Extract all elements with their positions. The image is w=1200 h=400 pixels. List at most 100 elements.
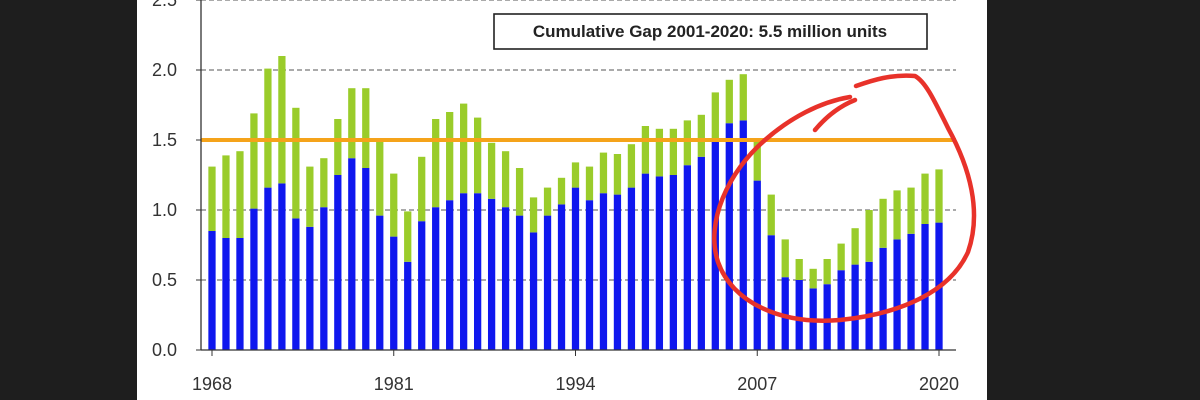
bar-blue-1998: [627, 187, 636, 350]
x-tick-label: 1968: [192, 374, 232, 394]
bar-blue-1969: [222, 238, 230, 350]
bar-green-1983: [418, 156, 426, 222]
bar-green-1977: [334, 119, 342, 175]
bar-blue-1996: [599, 193, 608, 350]
y-tick-label: 1.5: [152, 130, 177, 150]
bar-blue-2005: [725, 123, 733, 350]
bar-green-2019: [921, 173, 929, 224]
axes: [200, 0, 956, 351]
bar-blue-1981: [390, 236, 398, 350]
x-tick-labels: 1968 1981 1994 2007 2020: [192, 350, 959, 394]
y-tick-label: 0.5: [152, 270, 177, 290]
annotation-box: Cumulative Gap 2001-2020: 5.5 million un…: [493, 13, 928, 50]
bar-blue-2012: [823, 284, 831, 350]
bar-green-2008: [767, 194, 775, 236]
bar-blue-1968: [208, 231, 216, 350]
bar-green-2018: [907, 187, 915, 234]
bar-blue-1971: [250, 208, 258, 350]
bar-blue-2014: [851, 264, 859, 350]
bar-green-2014: [851, 228, 859, 265]
bar-blue-2002: [683, 165, 691, 350]
bar-green-2010: [795, 259, 803, 280]
bar-green-2015: [865, 210, 873, 262]
bar-green-1971: [250, 113, 258, 209]
bar-green-2012: [823, 259, 831, 285]
bar-green-1992: [543, 187, 552, 216]
y-tick-labels: 0.0 0.5 1.0 1.5 2.0 2.5: [152, 0, 201, 360]
bar-blue-2016: [879, 247, 887, 350]
bar-green-2020: [935, 169, 943, 223]
bar-green-1988: [487, 142, 496, 199]
bar-green-1978: [348, 88, 356, 159]
annotation-frame: [493, 13, 928, 50]
bar-blue-1982: [404, 261, 412, 350]
bar-green-1982: [404, 211, 412, 262]
bar-blue-1970: [236, 238, 244, 350]
bar-green-1998: [627, 144, 636, 188]
bar-blue-1988: [487, 198, 496, 350]
bar-green-1999: [641, 126, 650, 174]
y-tick-label: 2.5: [152, 0, 177, 10]
bar-blue-1991: [529, 232, 538, 350]
bar-blue-2017: [893, 239, 901, 350]
bar-green-1976: [320, 158, 328, 208]
bar-green-1986: [460, 103, 468, 194]
bar-green-1997: [613, 154, 622, 195]
bar-blue-1985: [446, 200, 454, 350]
y-tick-label: 2.0: [152, 60, 177, 80]
bar-green-1985: [446, 112, 454, 201]
bar-green-1990: [515, 168, 524, 216]
bar-green-1979: [362, 88, 370, 168]
bar-blue-2018: [907, 233, 915, 350]
bar-green-1974: [292, 107, 300, 219]
bar-blue-1984: [432, 207, 440, 350]
bar-blue-2008: [767, 235, 775, 350]
bar-blue-1975: [306, 226, 314, 350]
bar-green-1980: [376, 140, 384, 216]
bar-green-1981: [390, 173, 398, 237]
bar-blue-1978: [348, 158, 356, 350]
bar-blue-1997: [613, 194, 622, 350]
x-tick-label: 1981: [374, 374, 414, 394]
x-tick-label: 2007: [737, 374, 777, 394]
bar-blue-2019: [921, 224, 929, 350]
x-tick-label: 2020: [919, 374, 959, 394]
bar-blue-2009: [781, 277, 789, 350]
bar-green-1970: [236, 151, 244, 238]
bar-green-1996: [599, 152, 608, 194]
bar-green-1995: [585, 166, 594, 201]
bar-blue-2015: [865, 261, 873, 350]
bar-green-1989: [501, 151, 510, 208]
bar-green-2001: [669, 128, 678, 175]
bar-blue-2000: [655, 176, 664, 350]
bar-blue-1972: [264, 187, 272, 350]
bar-blue-1990: [515, 215, 524, 350]
bar-green-1991: [529, 197, 538, 233]
bar-green-1975: [306, 166, 314, 227]
annotation-text: Cumulative Gap 2001-2020: 5.5 million un…: [533, 22, 887, 41]
bar-green-2013: [837, 243, 845, 271]
bar-green-2004: [711, 92, 719, 140]
bar-blue-1993: [557, 204, 566, 350]
bar-blue-1974: [292, 218, 300, 350]
bar-blue-1977: [334, 175, 342, 350]
y-tick-label: 1.0: [152, 200, 177, 220]
bar-green-1993: [557, 177, 566, 205]
hand-drawn-red-circle: [712, 73, 977, 323]
bar-green-2000: [655, 128, 664, 177]
bar-blue-1980: [376, 215, 384, 350]
bar-green-2011: [809, 268, 817, 289]
x-tick-label: 1994: [555, 374, 595, 394]
bar-blue-2001: [669, 175, 678, 350]
bar-green-2009: [781, 239, 789, 278]
bar-green-1973: [278, 56, 286, 184]
bar-green-1968: [208, 166, 216, 231]
bar-blue-1995: [585, 200, 594, 350]
bar-blue-1979: [362, 168, 370, 350]
bar-green-2017: [893, 190, 901, 240]
bar-blue-2010: [795, 280, 803, 350]
bar-blue-2007: [753, 180, 761, 350]
bar-green-2006: [739, 74, 747, 121]
